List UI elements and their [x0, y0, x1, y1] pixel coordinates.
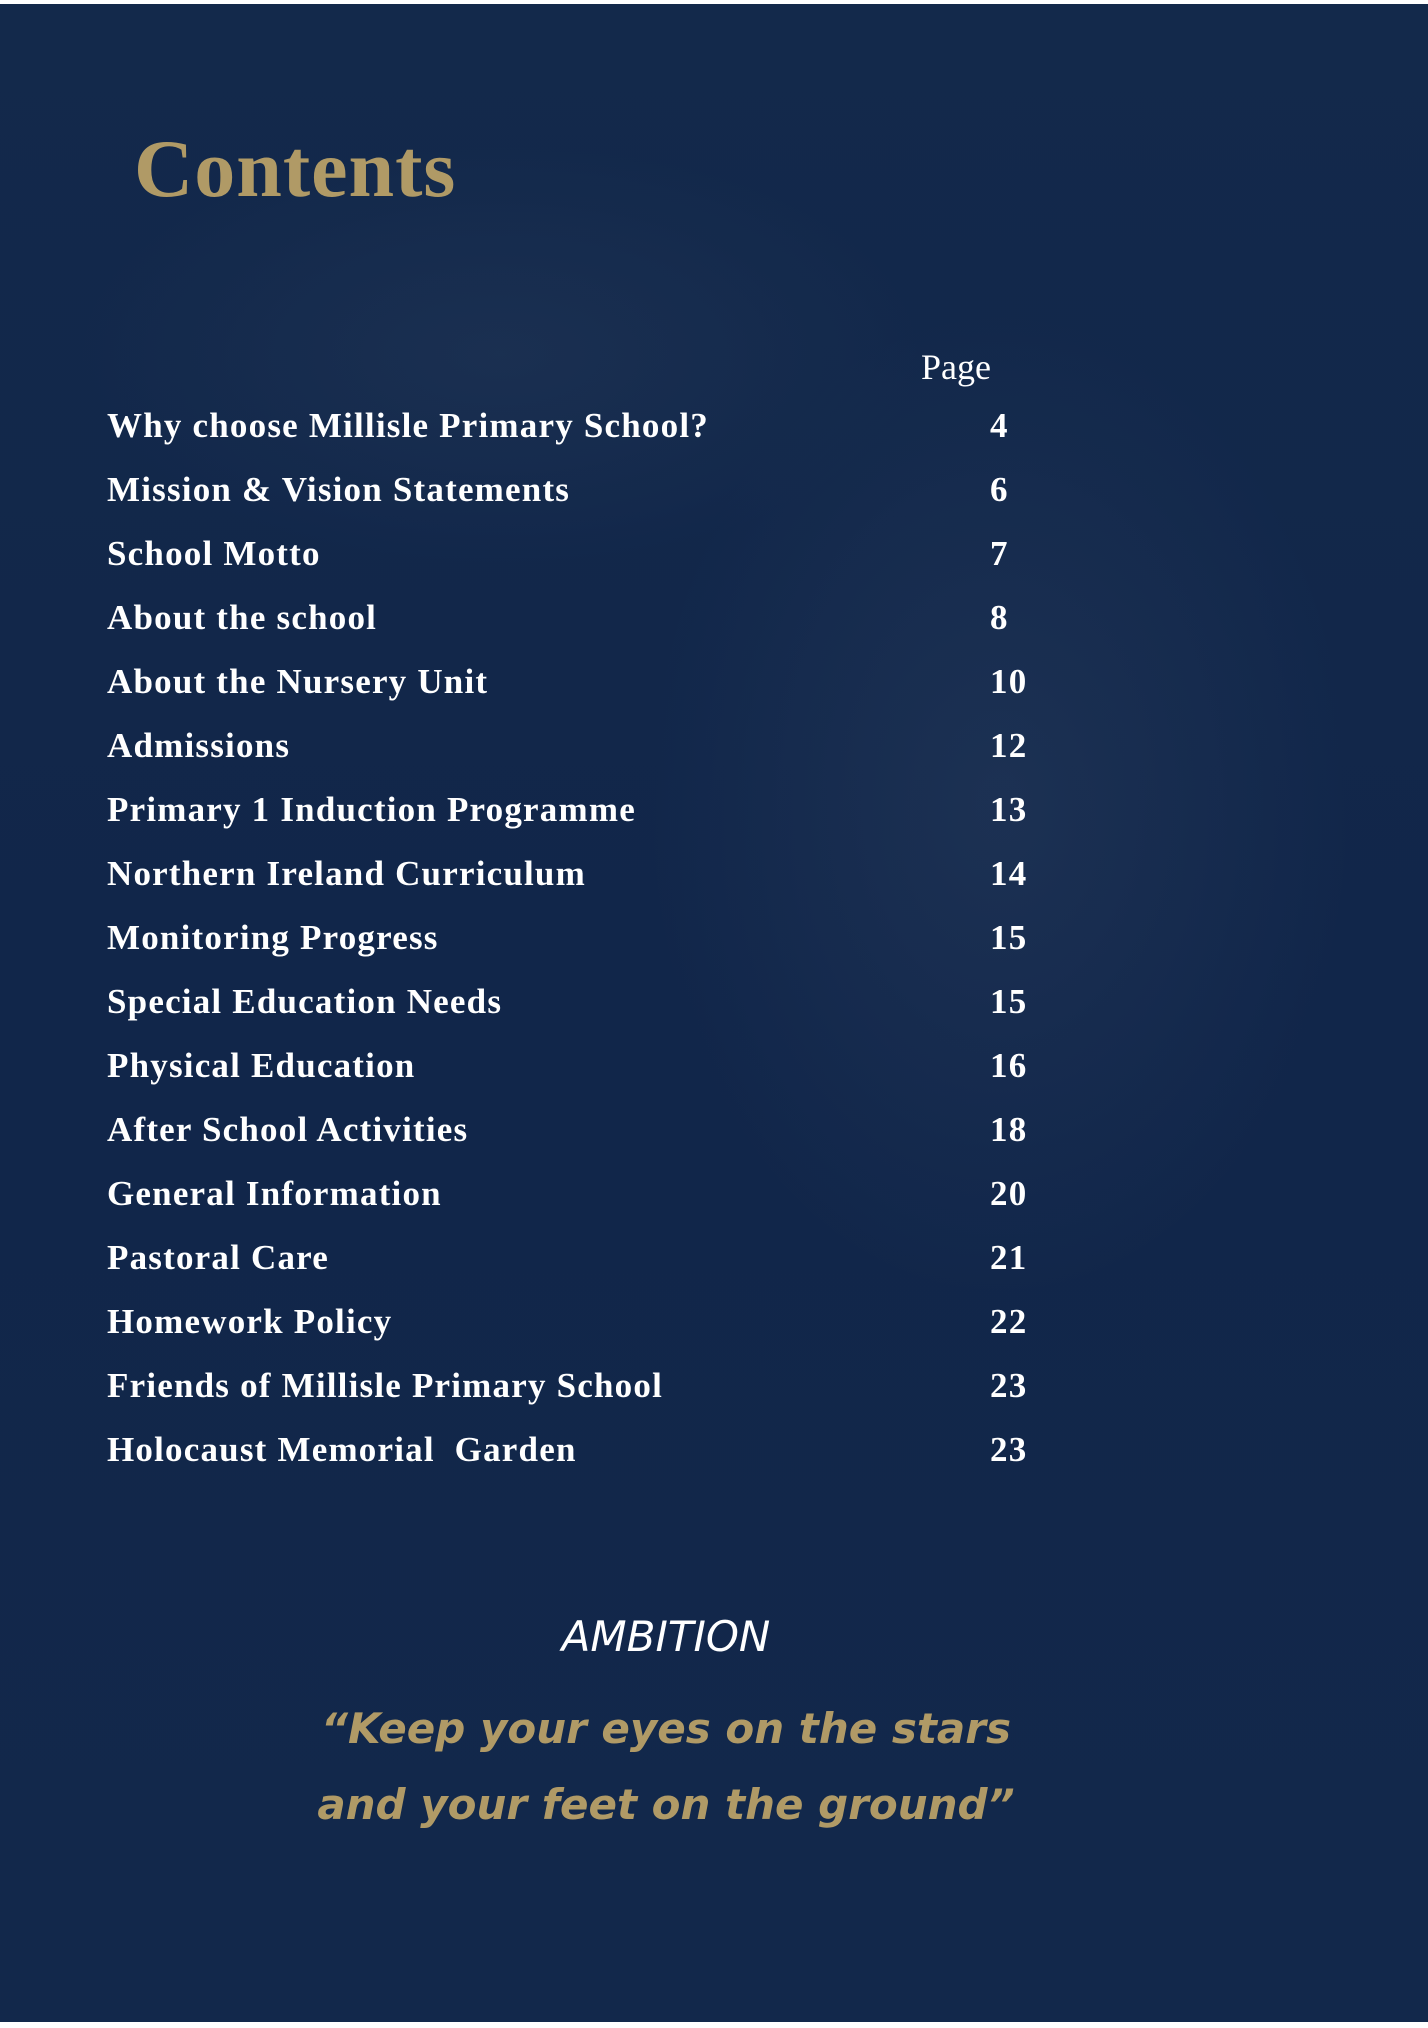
toc-entry-label: Holocaust Memorial Garden	[107, 1430, 577, 1469]
toc-entry-label: After School Activities	[107, 1110, 469, 1149]
toc-entry[interactable]: Northern Ireland Curriculum 14	[107, 854, 1107, 918]
toc-entry[interactable]: Homework Policy 22	[107, 1302, 1107, 1366]
toc-entry-label: General Information	[107, 1174, 442, 1213]
toc-entry-label: Physical Education	[107, 1046, 416, 1085]
toc-entry[interactable]: Physical Education 16	[107, 1046, 1107, 1110]
toc-entry-page: 23	[990, 1430, 1028, 1469]
toc-entry-page: 7	[990, 534, 1009, 573]
toc-entry-label: Special Education Needs	[107, 982, 503, 1021]
toc-entry[interactable]: Admissions 12	[107, 726, 1107, 790]
toc-entry-label: Monitoring Progress	[107, 918, 439, 957]
page-column-label: Page	[921, 347, 991, 387]
toc-entry-page: 20	[990, 1174, 1028, 1213]
toc-entry-page: 10	[990, 662, 1028, 701]
toc-entry-label: Pastoral Care	[107, 1238, 329, 1277]
toc-entry-page: 8	[990, 598, 1009, 637]
toc-entry-page: 15	[990, 982, 1028, 1021]
toc-entry-label: Admissions	[107, 726, 291, 765]
ambition-heading: AMBITION	[561, 1612, 771, 1661]
toc-entry[interactable]: Primary 1 Induction Programme 13	[107, 790, 1107, 854]
toc-entry[interactable]: Holocaust Memorial Garden 23	[107, 1430, 1107, 1494]
toc-entry-label: Why choose Millisle Primary School?	[107, 406, 709, 445]
toc-entry[interactable]: Monitoring Progress 15	[107, 918, 1107, 982]
page-title: Contents	[134, 123, 457, 214]
toc-entry-label: Mission & Vision Statements	[107, 470, 571, 509]
toc-entry-label: Friends of Millisle Primary School	[107, 1366, 664, 1405]
toc-entry-label: About the school	[107, 598, 378, 637]
table-of-contents: Why choose Millisle Primary School? 4 Miss…	[107, 406, 1107, 1494]
toc-entry-page: 4	[990, 406, 1009, 445]
toc-entry-page: 13	[990, 790, 1028, 829]
toc-entry[interactable]: Special Education Needs 15	[107, 982, 1107, 1046]
toc-entry-page: 21	[990, 1238, 1028, 1277]
toc-entry-page: 6	[990, 470, 1009, 509]
motto-quote-line-2: and your feet on the ground”	[317, 1780, 1015, 1829]
toc-entry-label: Northern Ireland Curriculum	[107, 854, 586, 893]
toc-entry[interactable]: General Information 20	[107, 1174, 1107, 1238]
toc-entry-label: School Motto	[107, 534, 321, 573]
toc-entry-page: 16	[990, 1046, 1028, 1085]
toc-entry-page: 14	[990, 854, 1028, 893]
toc-entry-label: About the Nursery Unit	[107, 662, 489, 701]
toc-entry[interactable]: Why choose Millisle Primary School? 4	[107, 406, 1107, 470]
toc-entry[interactable]: Mission & Vision Statements 6	[107, 470, 1107, 534]
toc-entry[interactable]: Pastoral Care 21	[107, 1238, 1107, 1302]
toc-entry[interactable]: After School Activities 18	[107, 1110, 1107, 1174]
toc-entry-page: 23	[990, 1366, 1028, 1405]
toc-entry[interactable]: About the school 8	[107, 598, 1107, 662]
toc-entry[interactable]: Friends of Millisle Primary School 23	[107, 1366, 1107, 1430]
toc-entry-page: 22	[990, 1302, 1028, 1341]
toc-entry-label: Homework Policy	[107, 1302, 393, 1341]
toc-entry[interactable]: About the Nursery Unit 10	[107, 662, 1107, 726]
motto-quote-line-1: “Keep your eyes on the stars	[321, 1704, 1011, 1753]
toc-entry-page: 15	[990, 918, 1028, 957]
contents-page: Contents Page Why choose Millisle Primar…	[0, 4, 1428, 2022]
toc-entry[interactable]: School Motto 7	[107, 534, 1107, 598]
toc-entry-page: 18	[990, 1110, 1028, 1149]
toc-entry-page: 12	[990, 726, 1028, 765]
toc-entry-label: Primary 1 Induction Programme	[107, 790, 636, 829]
